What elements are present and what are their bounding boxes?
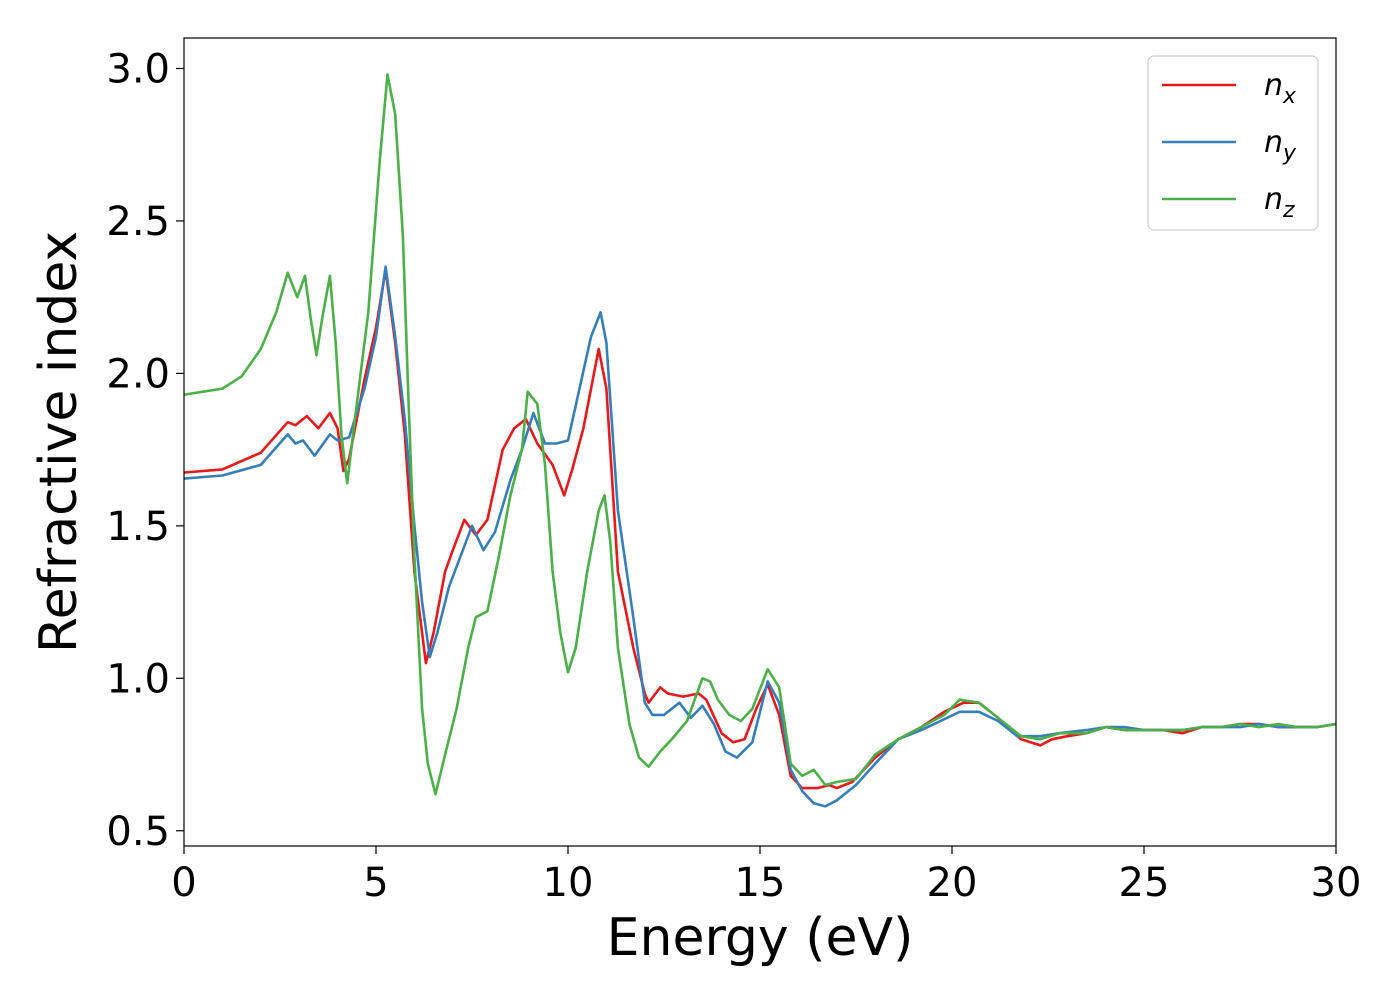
- x-tick-label: 25: [1119, 860, 1170, 906]
- x-tick-label: 0: [171, 860, 196, 906]
- y-axis: 0.5 1.0 1.5 2.0 2.5 3.0: [106, 46, 184, 855]
- legend-label-y: ny: [1264, 125, 1297, 166]
- series-layer: [184, 73, 1336, 808]
- y-axis-label: Refractive index: [29, 231, 89, 653]
- x-axis-label: Energy (eV): [607, 908, 914, 968]
- x-tick-label: 30: [1311, 860, 1362, 906]
- legend-label-z: nz: [1264, 182, 1295, 223]
- y-tick-label: 2.5: [106, 199, 170, 245]
- y-tick-label: 3.0: [106, 46, 170, 92]
- x-tick-label: 10: [543, 860, 594, 906]
- x-axis: 0 5 10 15 20 25 30: [171, 846, 1361, 906]
- y-tick-label: 2.0: [106, 351, 170, 397]
- legend-label-x: nx: [1264, 68, 1297, 109]
- y-tick-label: 1.0: [106, 656, 170, 702]
- series-line-y: [184, 265, 1336, 808]
- series-line-z: [184, 73, 1336, 796]
- x-tick-label: 20: [927, 860, 978, 906]
- legend: nx ny nz: [1147, 55, 1319, 231]
- x-tick-label: 15: [735, 860, 786, 906]
- x-tick-label: 5: [363, 860, 388, 906]
- y-tick-label: 0.5: [106, 809, 170, 855]
- y-tick-label: 1.5: [106, 504, 170, 550]
